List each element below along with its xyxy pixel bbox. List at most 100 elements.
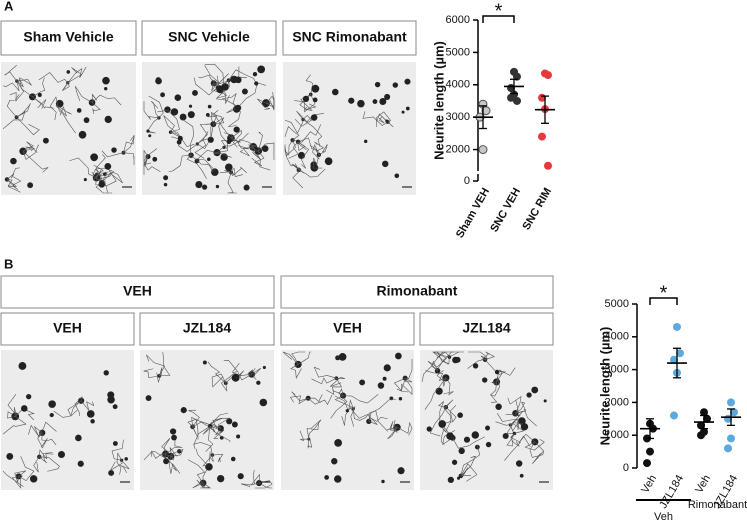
neurite (299, 430, 309, 442)
neurite (314, 141, 325, 155)
neurite (212, 453, 224, 463)
neurite (161, 437, 171, 455)
header-box (0, 312, 135, 346)
neurite (489, 376, 500, 397)
dot (724, 444, 732, 453)
neurite (442, 420, 453, 439)
neurite (223, 132, 241, 143)
neurite (2, 110, 26, 130)
cell (331, 458, 338, 465)
cell (155, 77, 161, 83)
cell (256, 380, 261, 385)
cell (452, 356, 459, 364)
header-box (280, 275, 554, 309)
dot (703, 414, 711, 423)
header-box (419, 312, 554, 346)
cell (372, 99, 378, 104)
neurite (23, 146, 35, 152)
neurite (311, 377, 337, 385)
dot (676, 349, 684, 358)
neurite (496, 367, 516, 383)
y-tick-label: 5000 (446, 46, 470, 58)
cell (216, 474, 225, 483)
y-tick-label: 2000 (446, 143, 470, 155)
neurite (424, 377, 447, 410)
cell (359, 379, 366, 386)
cell (104, 162, 112, 170)
cell (395, 352, 402, 360)
cell (526, 392, 532, 398)
cell (472, 363, 479, 369)
neurite (18, 456, 35, 482)
cell (262, 365, 266, 370)
cell (397, 467, 405, 475)
cell (494, 369, 500, 375)
neurite (297, 141, 310, 169)
neurite (207, 361, 226, 384)
neurite (209, 417, 231, 429)
neurite (190, 154, 214, 173)
cell (310, 114, 318, 121)
neurite (236, 370, 252, 378)
neurite (480, 351, 495, 361)
neurite (143, 451, 166, 461)
neurite (55, 105, 67, 117)
neurite (213, 117, 229, 145)
neurite (401, 378, 413, 396)
neurite (386, 427, 398, 440)
neurite (236, 82, 267, 110)
dot (727, 434, 735, 443)
neurite (144, 156, 161, 172)
cell (112, 404, 118, 410)
cell (236, 434, 241, 439)
neurite (438, 401, 446, 422)
neurite (109, 460, 123, 472)
cell (457, 476, 461, 480)
neurite (251, 150, 265, 167)
dot (513, 96, 521, 105)
dot (544, 161, 552, 170)
neurite (211, 82, 222, 92)
cell (104, 87, 108, 91)
neurite (343, 394, 379, 404)
cell (48, 400, 56, 408)
cell (202, 360, 207, 365)
neurite (193, 442, 213, 456)
neurite (151, 101, 160, 119)
neurite (297, 137, 319, 152)
neurite (350, 406, 356, 427)
header-box (139, 312, 275, 346)
neurite (186, 154, 207, 179)
neurite (16, 77, 32, 86)
cell (163, 175, 169, 181)
cell (171, 434, 177, 441)
neurite (204, 65, 220, 86)
neurite (123, 152, 135, 165)
cell (451, 459, 458, 465)
neurite (204, 63, 229, 85)
neurite (170, 131, 195, 148)
cell (231, 421, 238, 428)
neurite (200, 482, 212, 489)
micrograph-bg (142, 62, 276, 195)
neurite (307, 394, 333, 406)
neurite (196, 479, 205, 489)
neurite (100, 172, 112, 183)
cell (179, 113, 187, 121)
header-label: Rimonabant (377, 283, 458, 299)
neurite (38, 72, 69, 83)
neurite (41, 432, 57, 446)
neurite (318, 144, 328, 156)
neurite (216, 132, 249, 153)
neurite (294, 115, 313, 127)
cell (254, 81, 259, 86)
y-tick-label: 6000 (446, 14, 470, 26)
neurite (49, 96, 59, 121)
micrograph (283, 62, 416, 195)
neurite (212, 73, 229, 85)
neurite (230, 129, 242, 148)
dot (670, 355, 678, 364)
neurite (506, 422, 524, 435)
neurite (427, 351, 447, 371)
